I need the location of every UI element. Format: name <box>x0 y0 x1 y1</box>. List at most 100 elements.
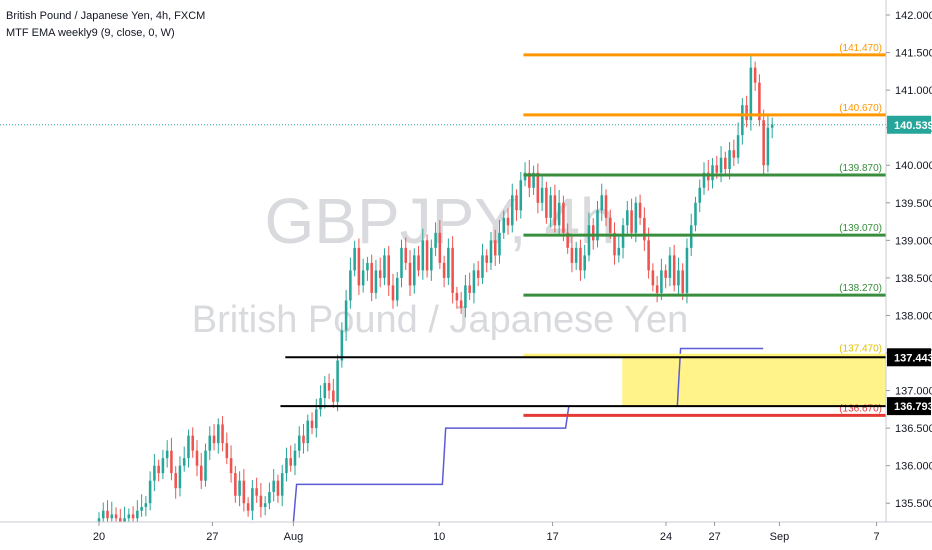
candle-body <box>195 450 199 466</box>
price-tick-label: 136.500 <box>895 423 932 435</box>
candle-body <box>353 247 356 271</box>
candle-body <box>724 157 727 169</box>
candle-body <box>438 232 442 263</box>
candle-body <box>519 180 523 211</box>
candle-body <box>251 488 254 511</box>
candle-body <box>97 518 101 522</box>
candle-body <box>106 510 109 519</box>
candle-body <box>540 187 544 203</box>
watermark-name: British Pound / Japanese Yen <box>192 299 689 341</box>
candle-body <box>361 270 365 286</box>
candle-body <box>702 172 706 188</box>
candle-body <box>144 503 148 507</box>
candle-body <box>630 210 633 233</box>
candle-body <box>498 232 501 256</box>
zone-layer <box>622 355 886 407</box>
candle-body <box>319 398 322 410</box>
time-tick-label: 20 <box>93 531 105 543</box>
candle-body <box>766 127 770 166</box>
candle-body <box>502 217 506 233</box>
level-label: (136.670) <box>839 403 882 414</box>
candle-body <box>596 210 599 241</box>
candle-body <box>668 255 672 278</box>
level-label: (137.470) <box>839 343 882 354</box>
candle-body <box>506 217 510 226</box>
candle-body <box>306 420 310 444</box>
level-label: (139.070) <box>839 223 882 234</box>
candle-body <box>476 270 480 278</box>
time-axis-bg <box>0 522 932 550</box>
ema-line <box>292 347 764 523</box>
time-axis[interactable]: 20 27 Aug 10 17 24 27 Sep 7 <box>0 521 932 550</box>
candle-body <box>136 510 139 519</box>
price-tick-label: 141.000 <box>895 85 932 97</box>
candle-body <box>349 270 352 301</box>
candle-body <box>677 270 680 286</box>
price-axis[interactable]: 142.000141.500141.000140.500140.000139.5… <box>885 0 932 550</box>
candle-body <box>425 240 429 271</box>
candle-body <box>242 480 246 504</box>
candle-body <box>715 165 719 173</box>
candle-body <box>523 172 527 181</box>
candle-body <box>459 300 463 308</box>
candle-body <box>344 300 348 331</box>
candle-body <box>617 247 621 256</box>
time-tick-label: Aug <box>284 531 304 543</box>
time-tick-label: 10 <box>433 531 445 543</box>
candle-body <box>557 202 561 226</box>
candle-body <box>608 217 612 233</box>
time-tick-label: 17 <box>546 531 558 543</box>
level-label: (141.470) <box>839 43 882 54</box>
candle-body <box>187 435 190 459</box>
candle-body <box>391 285 395 301</box>
candle-body <box>566 232 569 248</box>
price-label: 136.793 <box>894 401 932 413</box>
candle-body <box>153 465 156 481</box>
candle-body <box>212 435 216 444</box>
candle-body <box>583 255 586 271</box>
candle-body <box>140 506 143 511</box>
candle-body <box>383 255 386 278</box>
candle-body <box>366 262 369 271</box>
candle-body <box>165 450 169 459</box>
price-label-bg <box>887 397 931 416</box>
candle-body <box>587 225 591 256</box>
candle-body <box>417 255 420 271</box>
candle-body <box>246 503 250 511</box>
candle-body <box>199 465 203 481</box>
candle-body <box>753 67 757 83</box>
candle-body <box>698 187 702 203</box>
candle-body <box>400 247 403 278</box>
candle-body <box>310 420 314 429</box>
candle-body <box>293 450 297 466</box>
candle-body <box>148 480 152 504</box>
candle-body <box>732 150 736 158</box>
candle-body <box>660 270 663 293</box>
candle-body <box>340 330 344 361</box>
time-tick-label: 24 <box>660 531 672 543</box>
candle-body <box>131 514 135 519</box>
candle-body <box>553 195 557 226</box>
candle-body <box>672 255 676 286</box>
candle-body <box>532 172 535 188</box>
level-label: (140.670) <box>839 103 882 114</box>
candle-body <box>408 262 412 286</box>
candle-body <box>276 480 280 496</box>
candle-body <box>549 195 552 218</box>
candle-body <box>336 360 339 402</box>
candle-body <box>332 390 335 402</box>
candle-body <box>421 240 425 271</box>
candle-body <box>706 172 710 181</box>
candle-body <box>758 82 761 121</box>
candle-body <box>515 195 518 211</box>
price-tick-label: 141.500 <box>895 48 932 60</box>
candle-body <box>591 225 595 241</box>
candle-body <box>315 409 318 429</box>
candle-body <box>481 255 484 278</box>
candle-body <box>413 255 416 286</box>
candle-body <box>770 124 774 128</box>
candle-body <box>323 383 327 399</box>
candle-body <box>285 458 288 474</box>
